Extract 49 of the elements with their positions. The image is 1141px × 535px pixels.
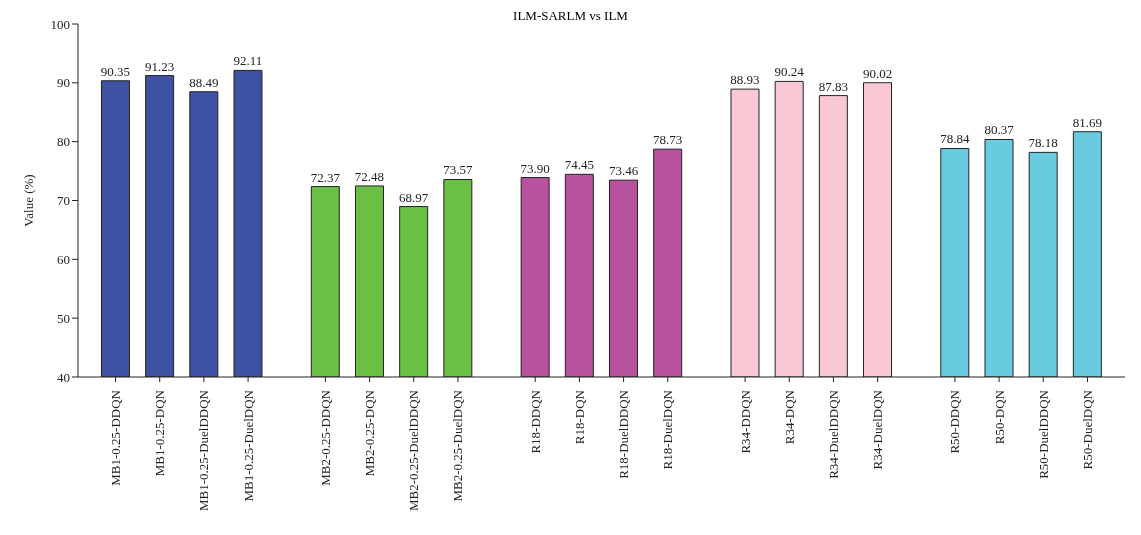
y-tick-label: 40: [57, 369, 70, 385]
data-label: 78.73: [653, 132, 683, 148]
y-tick-label: 50: [57, 310, 70, 326]
data-label: 92.11: [233, 53, 263, 69]
data-label: 91.23: [145, 58, 175, 74]
y-tick-label: 100: [50, 16, 70, 32]
x-tick-label: R50-DuelDDQN: [1035, 389, 1051, 479]
data-label: 81.69: [1072, 114, 1102, 130]
data-label: 88.49: [189, 74, 219, 90]
x-tick-label: MB2-0.25-DuelDQN: [450, 389, 466, 502]
x-tick-label: R18-DuelDQN: [660, 389, 676, 470]
x-tick-label: R34-DuelDDQN: [825, 389, 841, 479]
x-tick-label: MB2-0.25-DDQN: [317, 389, 333, 486]
x-tick-label: MB1-0.25-DQN: [152, 389, 168, 477]
x-tick-label: R18-DDQN: [527, 389, 543, 454]
x-tick-label: R34-DuelDQN: [870, 389, 886, 470]
x-tick-label: R50-DDQN: [947, 389, 963, 454]
x-tick-label: R34-DQN: [781, 389, 797, 445]
x-tick-label: MB1-0.25-DuelDDQN: [196, 389, 212, 511]
y-axis-title: Value (%): [20, 174, 36, 227]
y-tick-label: 80: [57, 134, 70, 150]
chart-title: ILM-SARLM vs ILM: [513, 8, 628, 23]
data-label: 72.37: [310, 169, 341, 185]
x-tick-label: R34-DDQN: [737, 389, 753, 454]
data-label: 87.83: [818, 78, 848, 94]
x-tick-label: MB2-0.25-DuelDDQN: [406, 389, 422, 511]
x-tick-label: R50-DuelDQN: [1079, 389, 1095, 470]
data-label: 90.24: [774, 64, 805, 80]
y-tick-label: 90: [57, 75, 70, 91]
x-tick-label: MB1-0.25-DuelDQN: [240, 389, 256, 502]
data-label: 73.57: [443, 162, 473, 178]
data-label: 78.18: [1028, 135, 1058, 151]
data-label: 78.84: [940, 131, 970, 147]
x-tick-label: R50-DQN: [991, 389, 1007, 445]
y-tick-label: 60: [57, 251, 70, 267]
data-label: 73.90: [520, 160, 550, 176]
data-label: 74.45: [564, 157, 594, 173]
data-label: 73.46: [608, 163, 639, 179]
data-label: 68.97: [399, 189, 429, 205]
data-label: 90.35: [100, 63, 131, 79]
x-tick-label: MB2-0.25-DQN: [362, 389, 378, 477]
data-label: 90.02: [862, 65, 893, 81]
data-label: 80.37: [984, 122, 1015, 138]
x-tick-label: MB1-0.25-DDQN: [108, 389, 124, 486]
y-tick-label: 70: [57, 193, 70, 209]
data-label: 72.48: [354, 168, 385, 184]
x-tick-label: R18-DuelDDQN: [616, 389, 632, 479]
data-label: 88.93: [730, 72, 760, 88]
x-tick-label: R18-DQN: [571, 389, 587, 445]
